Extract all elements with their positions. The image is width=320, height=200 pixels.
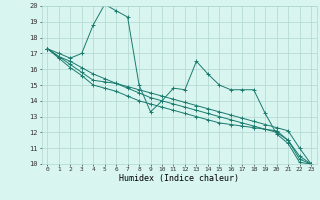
X-axis label: Humidex (Indice chaleur): Humidex (Indice chaleur) — [119, 174, 239, 183]
